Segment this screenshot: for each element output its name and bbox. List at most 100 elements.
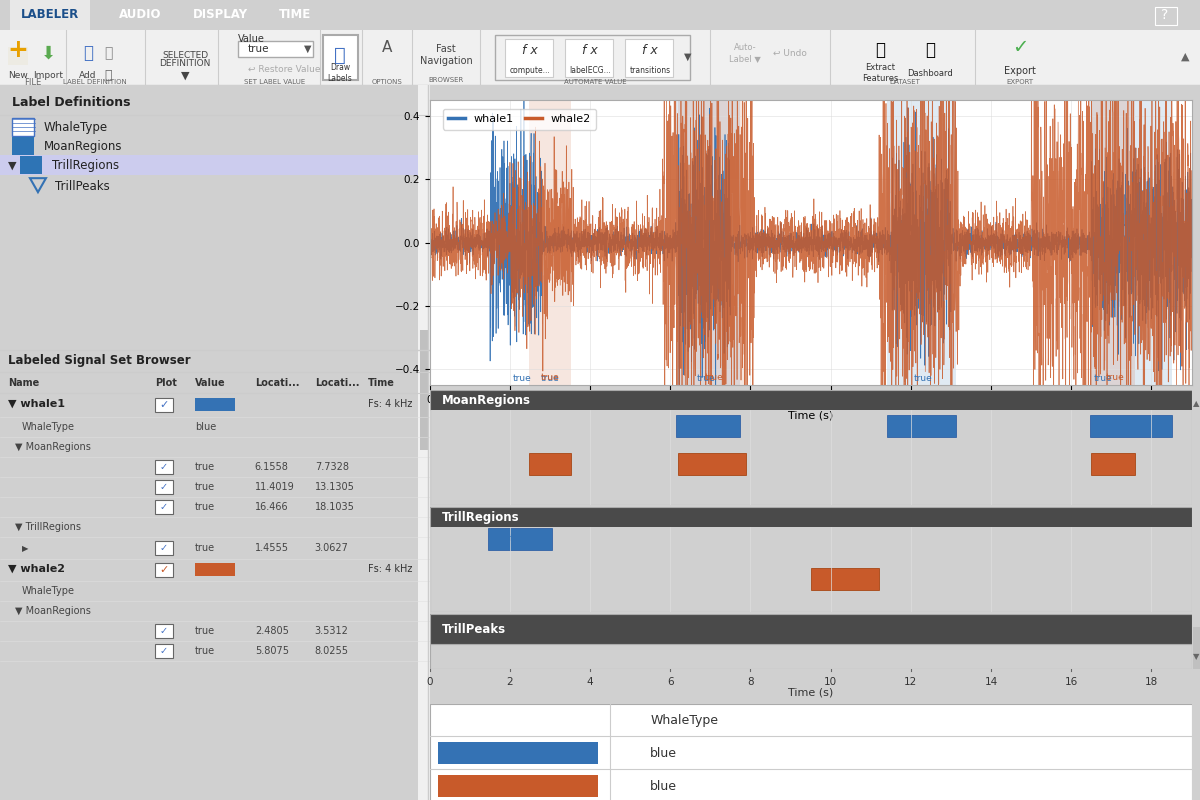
Text: true: true xyxy=(913,374,932,383)
Text: 14: 14 xyxy=(984,677,997,686)
Text: AUTOMATE VALUE: AUTOMATE VALUE xyxy=(564,79,626,85)
Text: ▲: ▲ xyxy=(1181,52,1189,62)
Text: Locati...: Locati... xyxy=(254,378,299,388)
Text: A: A xyxy=(382,39,392,54)
Text: f x: f x xyxy=(582,43,598,57)
Text: true: true xyxy=(540,373,559,382)
Bar xyxy=(420,330,427,450)
Text: 🏷: 🏷 xyxy=(104,46,112,60)
Text: true: true xyxy=(1121,421,1141,431)
Bar xyxy=(1091,100,1135,386)
Text: ▼: ▼ xyxy=(181,70,190,80)
Text: Fast
Navigation: Fast Navigation xyxy=(420,44,473,66)
Text: true: true xyxy=(698,421,718,431)
Text: 0: 0 xyxy=(426,677,433,686)
Text: Value: Value xyxy=(238,34,265,44)
X-axis label: Time (s): Time (s) xyxy=(788,410,833,421)
Text: compute...: compute... xyxy=(510,66,551,74)
Text: ▼ MoanRegions: ▼ MoanRegions xyxy=(14,606,91,616)
Bar xyxy=(155,541,173,555)
Bar xyxy=(155,460,173,474)
Text: Labeled Signal Set Browser: Labeled Signal Set Browser xyxy=(8,354,191,366)
Text: AUDIO: AUDIO xyxy=(119,9,161,22)
Text: ✓: ✓ xyxy=(160,565,168,575)
Text: Draw
Labels: Draw Labels xyxy=(328,63,353,83)
Bar xyxy=(677,100,739,386)
Text: 4: 4 xyxy=(587,677,593,686)
Text: true: true xyxy=(194,502,215,512)
Text: 1.4555: 1.4555 xyxy=(254,543,289,553)
Bar xyxy=(10,0,90,30)
Bar xyxy=(1090,100,1171,386)
Text: 📊: 📊 xyxy=(925,41,935,59)
Text: 8.0255: 8.0255 xyxy=(314,646,349,656)
Text: TrillPeaks: TrillPeaks xyxy=(442,622,505,636)
Text: blue: blue xyxy=(650,780,677,793)
Text: true: true xyxy=(704,373,724,382)
Text: Dashboard: Dashboard xyxy=(907,69,953,78)
Text: 🏷: 🏷 xyxy=(83,44,94,62)
Text: OPTIONS: OPTIONS xyxy=(372,79,402,85)
Text: ▼: ▼ xyxy=(8,160,17,170)
Text: ↩ Restore Value: ↩ Restore Value xyxy=(248,65,320,74)
Bar xyxy=(8,47,28,65)
Bar xyxy=(238,41,313,57)
Text: true: true xyxy=(702,459,722,469)
Text: f x: f x xyxy=(642,43,658,57)
Bar xyxy=(505,39,553,77)
Text: ▲: ▲ xyxy=(1193,398,1200,407)
Bar xyxy=(625,39,673,77)
Text: ▼: ▼ xyxy=(305,44,312,54)
Bar xyxy=(12,118,34,136)
Bar xyxy=(565,39,613,77)
Text: WhaleType: WhaleType xyxy=(22,422,74,432)
Text: true: true xyxy=(194,646,215,656)
Text: true: true xyxy=(540,459,560,469)
Text: TIME: TIME xyxy=(278,9,311,22)
Text: WhaleType: WhaleType xyxy=(650,714,718,726)
Bar xyxy=(155,480,173,494)
Text: DATASET: DATASET xyxy=(889,79,920,85)
Text: true: true xyxy=(194,482,215,492)
Bar xyxy=(155,624,173,638)
Text: Extract
Features: Extract Features xyxy=(862,63,898,83)
Text: New: New xyxy=(8,70,28,80)
Bar xyxy=(323,35,358,80)
Text: Time: Time xyxy=(367,378,395,388)
Text: Export: Export xyxy=(1004,66,1036,76)
Text: 18: 18 xyxy=(1145,677,1158,686)
Bar xyxy=(418,86,430,800)
Bar xyxy=(488,528,552,550)
Text: Add: Add xyxy=(79,70,97,80)
Bar xyxy=(1091,453,1135,475)
Text: LABEL DEFINITION: LABEL DEFINITION xyxy=(64,79,127,85)
Bar xyxy=(678,453,746,475)
Text: 6.1558: 6.1558 xyxy=(254,462,289,472)
Text: 10: 10 xyxy=(824,677,838,686)
Text: ✓: ✓ xyxy=(160,502,168,512)
Text: ?: ? xyxy=(1162,8,1169,22)
Bar xyxy=(430,507,1192,527)
Text: 11.4019: 11.4019 xyxy=(254,482,294,492)
Text: ▼ TrillRegions: ▼ TrillRegions xyxy=(14,522,80,532)
Text: ↩ Undo: ↩ Undo xyxy=(773,49,806,58)
Text: ✓: ✓ xyxy=(160,462,168,472)
Text: 6: 6 xyxy=(667,677,673,686)
Bar xyxy=(20,156,42,174)
Text: transitions: transitions xyxy=(630,66,671,74)
Text: ✓: ✓ xyxy=(160,482,168,492)
Text: true: true xyxy=(1106,373,1124,382)
Text: true: true xyxy=(194,543,215,553)
Text: TrillRegions: TrillRegions xyxy=(442,510,520,524)
Text: 2.4805: 2.4805 xyxy=(254,626,289,636)
Bar xyxy=(529,453,571,475)
Text: Label Definitions: Label Definitions xyxy=(12,96,131,109)
Text: FILE: FILE xyxy=(24,78,42,86)
Text: WhaleType: WhaleType xyxy=(44,121,108,134)
Bar xyxy=(887,100,956,386)
Text: MoanRegions: MoanRegions xyxy=(442,394,530,406)
Text: ▼: ▼ xyxy=(684,52,691,62)
Text: WhaleType: WhaleType xyxy=(22,586,74,596)
Text: 3.5312: 3.5312 xyxy=(314,626,348,636)
Text: 📈: 📈 xyxy=(875,41,886,59)
